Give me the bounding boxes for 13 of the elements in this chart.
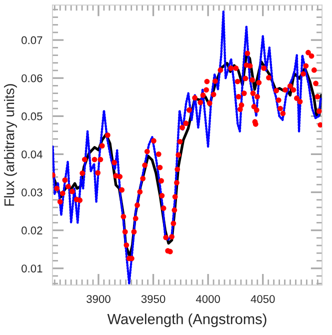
x-tick-label: 4000	[196, 295, 220, 303]
y-tick-label: 0.06	[22, 74, 42, 82]
y-tick-label: 0.04	[22, 150, 42, 158]
y-axis-title: Flux (arbitrary units)	[4, 84, 17, 206]
y-tick-label: 0.02	[22, 226, 42, 234]
x-tick-label: 3950	[141, 295, 166, 303]
y-tick-label: 0.03	[22, 188, 42, 196]
y-tick-label: 0.07	[22, 36, 42, 44]
x-tick-label: 4050	[250, 295, 275, 303]
y-tick-label: 0.05	[22, 112, 42, 120]
x-tick-label: 3900	[86, 295, 110, 303]
y-tick-label: 0.01	[22, 264, 42, 272]
x-axis-title: Wavelength (Angstroms)	[107, 314, 266, 328]
